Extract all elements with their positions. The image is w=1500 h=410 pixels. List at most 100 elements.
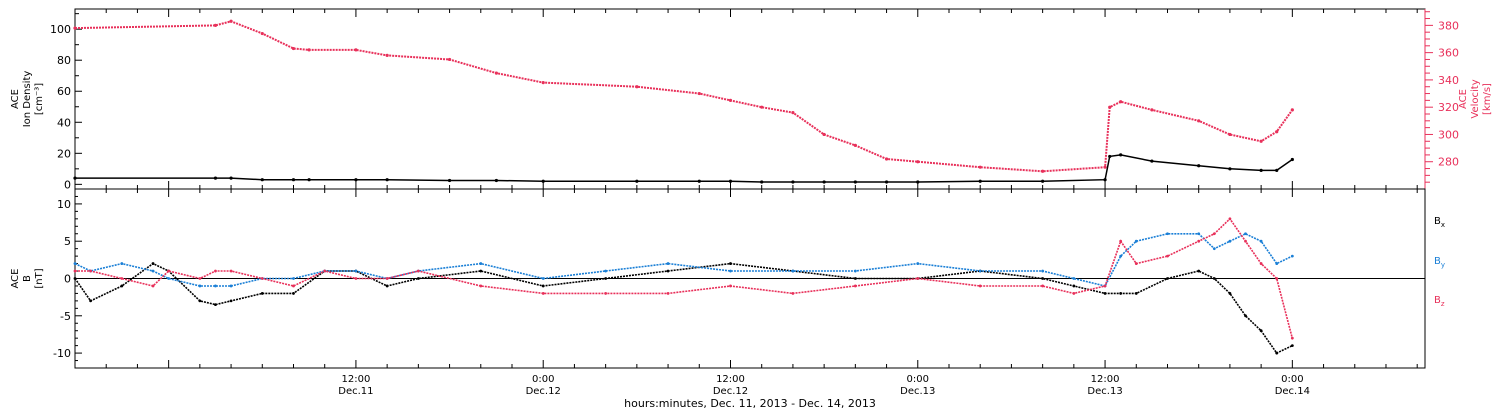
bz-point bbox=[167, 269, 171, 273]
bz-point bbox=[229, 269, 233, 273]
b-tick-label: -10 bbox=[53, 347, 71, 360]
bz-point bbox=[1212, 232, 1216, 236]
by-point bbox=[120, 262, 124, 265]
by-point bbox=[354, 269, 358, 273]
bx-point bbox=[1259, 329, 1263, 333]
bx-point bbox=[73, 277, 77, 280]
velocity-point bbox=[1228, 132, 1232, 137]
bx-point bbox=[666, 269, 670, 273]
velocity-point bbox=[916, 160, 920, 164]
by-point bbox=[1072, 277, 1076, 280]
ion-density-point bbox=[1150, 159, 1154, 163]
velocity-series bbox=[74, 20, 1294, 173]
ion-density-point bbox=[494, 178, 498, 183]
velocity-tick-label: 360 bbox=[1438, 47, 1459, 60]
bz-point bbox=[1228, 217, 1232, 221]
legend-subscript: x bbox=[1441, 221, 1445, 229]
bx-point bbox=[729, 262, 732, 265]
velocity-axis-label-line: [km/s] bbox=[1482, 83, 1493, 115]
velocity-tick-label: 300 bbox=[1438, 128, 1459, 141]
velocity-point bbox=[494, 71, 498, 75]
bx-point bbox=[292, 292, 295, 295]
x-tick-time: 12:00 bbox=[1091, 374, 1120, 385]
bx-point bbox=[416, 277, 420, 280]
density-axis-label-line: Ion Density bbox=[22, 71, 33, 128]
bx-point bbox=[1041, 277, 1045, 280]
bx-point bbox=[1212, 277, 1216, 280]
bx-point bbox=[1244, 314, 1247, 318]
velocity-point bbox=[213, 23, 218, 27]
legend-label: B bbox=[1434, 295, 1441, 306]
bx-point bbox=[229, 299, 233, 303]
bz-point bbox=[1197, 239, 1201, 243]
ion-density-point bbox=[1290, 157, 1294, 162]
by-point bbox=[167, 277, 171, 280]
x-tick-date: Dec.13 bbox=[1087, 386, 1122, 397]
bz-point bbox=[1259, 262, 1263, 265]
bz-point bbox=[416, 269, 420, 273]
ion-density-point bbox=[229, 176, 233, 180]
velocity-point bbox=[978, 165, 982, 169]
bx-point bbox=[1166, 277, 1169, 280]
density-axis-label-line: ACE bbox=[10, 89, 21, 109]
bz-point bbox=[292, 284, 295, 288]
x-axis: 12:00Dec.110:00Dec.1212:00Dec.120:00Dec.… bbox=[74, 9, 1418, 397]
by-point bbox=[1275, 262, 1279, 265]
bz-point bbox=[853, 284, 857, 288]
bz-point bbox=[354, 277, 358, 280]
velocity-point bbox=[697, 91, 701, 96]
bx-point bbox=[853, 277, 857, 280]
ion-density-point bbox=[760, 180, 764, 184]
bx-point bbox=[1228, 292, 1232, 295]
x-tick-date: Dec.12 bbox=[526, 386, 561, 397]
bz-point bbox=[791, 292, 795, 295]
ion-density-point bbox=[1119, 153, 1123, 157]
by-point bbox=[1119, 254, 1123, 258]
b-axis-label-line: B bbox=[22, 275, 33, 282]
legend-subscript: y bbox=[1441, 261, 1445, 269]
x-tick-date: Dec.13 bbox=[900, 386, 935, 397]
velocity-point bbox=[822, 132, 826, 137]
bx-point bbox=[1275, 351, 1279, 355]
b-tick-label: 0 bbox=[64, 273, 71, 286]
by-point bbox=[791, 269, 795, 273]
bz-point bbox=[323, 269, 327, 273]
velocity-point bbox=[884, 157, 889, 161]
x-tick-time: 12:00 bbox=[342, 374, 371, 385]
velocity-point bbox=[260, 31, 264, 36]
bx-point bbox=[120, 284, 124, 288]
x-tick-date: Dec.14 bbox=[1275, 386, 1310, 397]
legend-by: By bbox=[1434, 256, 1445, 269]
x-axis-label: hours:minutes, Dec. 11, 2013 - Dec. 14, … bbox=[624, 397, 876, 410]
velocity-point bbox=[73, 26, 77, 30]
by-point bbox=[151, 269, 155, 273]
by-point bbox=[1244, 232, 1247, 236]
ion-density-point bbox=[822, 180, 826, 184]
bz-point bbox=[1166, 254, 1169, 258]
ion-density-point bbox=[385, 178, 389, 182]
x-tick-time: 0:00 bbox=[1281, 374, 1303, 385]
by-point bbox=[853, 269, 857, 273]
bz-point bbox=[1244, 239, 1247, 243]
ion-density-point bbox=[635, 179, 639, 183]
bz-point bbox=[1119, 239, 1123, 243]
bx-point bbox=[214, 303, 217, 307]
ion-density-point bbox=[884, 180, 889, 184]
velocity-point bbox=[1119, 100, 1123, 104]
bz-point bbox=[479, 284, 483, 288]
by-point bbox=[198, 284, 202, 288]
b-axis-label-line: ACE bbox=[10, 269, 21, 289]
bx-point bbox=[479, 269, 483, 273]
bz-point bbox=[1290, 336, 1294, 340]
legend-bx: Bx bbox=[1434, 216, 1445, 229]
velocity-point bbox=[791, 111, 795, 115]
velocity-point bbox=[853, 143, 857, 147]
velocity-point bbox=[541, 81, 545, 85]
by-point bbox=[1197, 232, 1201, 236]
bz-point bbox=[260, 277, 264, 280]
bz-series bbox=[75, 217, 1294, 339]
bz-point bbox=[73, 269, 77, 273]
